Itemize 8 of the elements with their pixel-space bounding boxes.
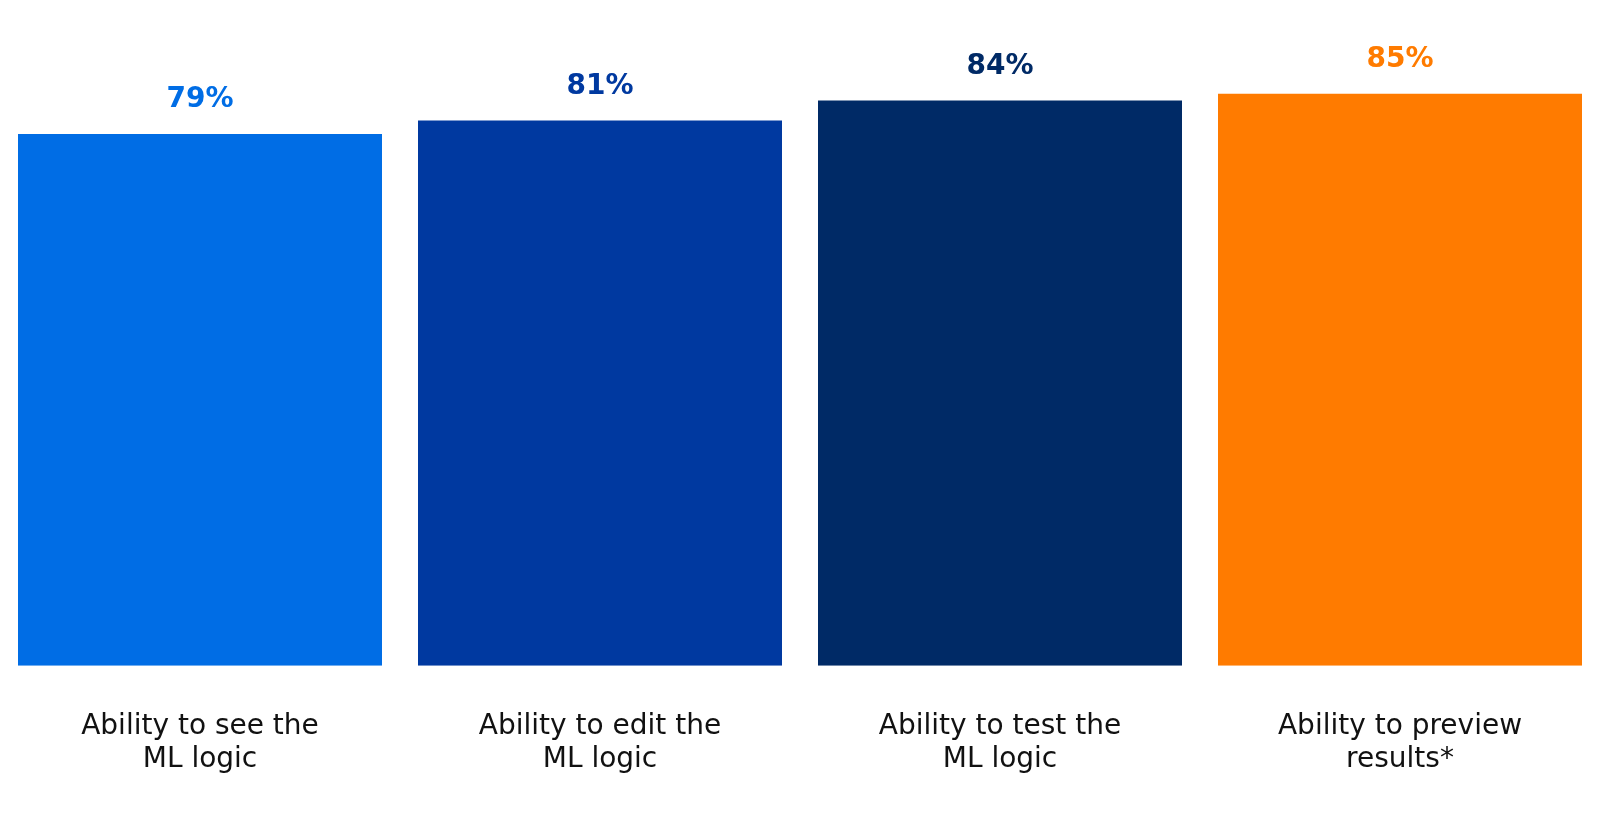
data-label: 81% — [566, 67, 634, 101]
x-tick-label: Ability to see the ML logic — [81, 707, 319, 775]
data-label: 84% — [966, 47, 1034, 81]
data-label: 85% — [1366, 40, 1434, 74]
x-tick-label: Ability to preview results* — [1277, 707, 1523, 775]
x-tick-label: Ability to edit the ML logic — [478, 707, 722, 775]
data-label: 79% — [166, 81, 234, 115]
x-tick-label: Ability to test the ML logic — [878, 707, 1122, 775]
